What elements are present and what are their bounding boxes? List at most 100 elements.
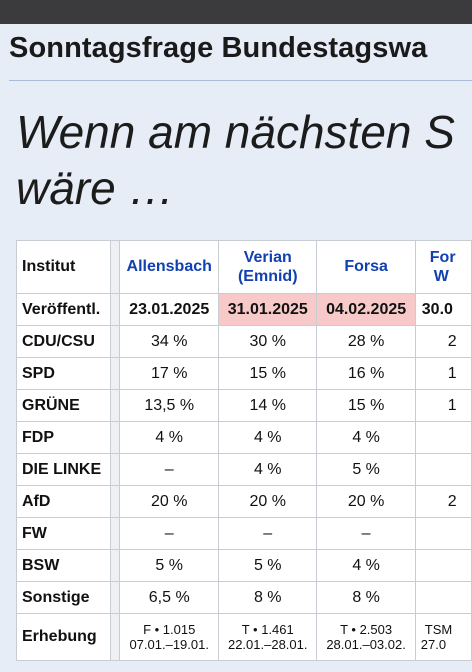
- institute-link-fgw-sub[interactable]: W: [433, 268, 449, 285]
- table-row: FDP 4 % 4 % 4 %: [16, 421, 472, 454]
- poll-value: –: [316, 517, 416, 550]
- table-row: SPD 17 % 15 % 16 % 1: [16, 357, 472, 390]
- poll-value: 2: [414, 485, 472, 518]
- institute-link-allensbach[interactable]: Allensbach: [126, 258, 212, 275]
- poll-value: 6,5 %: [119, 581, 220, 614]
- survey-method-size: F • 1.015: [143, 622, 196, 637]
- header-institut: Institut: [16, 240, 111, 294]
- poll-value: –: [119, 517, 220, 550]
- separator-cell: [109, 240, 121, 294]
- poll-value: 15 %: [218, 357, 318, 390]
- poll-value: 5 %: [316, 453, 416, 486]
- institute-link-forsa[interactable]: Forsa: [344, 258, 388, 275]
- poll-value: 34 %: [119, 325, 220, 358]
- separator-cell: [109, 357, 121, 390]
- table-row: BSW 5 % 5 % 4 %: [16, 549, 472, 582]
- poll-value: 4 %: [119, 421, 220, 454]
- survey-period: 28.01.–03.02.: [326, 637, 406, 652]
- separator-cell: [109, 581, 121, 614]
- poll-value: 16 %: [316, 357, 416, 390]
- poll-value: 15 %: [316, 389, 416, 422]
- survey-period: 07.01.–19.01.: [129, 637, 209, 652]
- poll-value: 4 %: [316, 549, 416, 582]
- survey-method-size: T • 2.503: [340, 622, 393, 637]
- poll-value: 4 %: [218, 453, 318, 486]
- header-verian[interactable]: Verian (Emnid): [218, 240, 318, 294]
- published-date-highlighted: 31.01.2025: [218, 293, 318, 326]
- headline-line-2: wäre …: [16, 162, 175, 214]
- poll-value: [414, 421, 472, 454]
- poll-value: 4 %: [316, 421, 416, 454]
- headline-line-1: Wenn am nächsten S: [16, 106, 455, 158]
- poll-value: [414, 581, 472, 614]
- table-row: GRÜNE 13,5 % 14 % 15 % 1: [16, 389, 472, 422]
- published-date: 30.0: [414, 293, 472, 326]
- header-fgw[interactable]: For W: [414, 240, 472, 294]
- party-label: DIE LINKE: [16, 453, 111, 486]
- status-bar: [0, 0, 472, 24]
- poll-value: 13,5 %: [119, 389, 220, 422]
- poll-value: 20 %: [119, 485, 220, 518]
- table-row: Sonstige 6,5 % 8 % 8 %: [16, 581, 472, 614]
- party-label: AfD: [16, 485, 111, 518]
- survey-cell: T • 2.503 28.01.–03.02.: [316, 613, 416, 661]
- headline: Wenn am nächsten S wäre …: [16, 104, 455, 216]
- separator-cell: [109, 389, 121, 422]
- table-row-published: Veröffentl. 23.01.2025 31.01.2025 04.02.…: [16, 293, 472, 326]
- header-forsa[interactable]: Forsa: [316, 240, 416, 294]
- separator-cell: [109, 325, 121, 358]
- separator-cell: [109, 549, 121, 582]
- poll-value: 5 %: [119, 549, 220, 582]
- survey-cell: F • 1.015 07.01.–19.01.: [119, 613, 220, 661]
- separator-cell: [109, 613, 121, 661]
- poll-value: 2: [414, 325, 472, 358]
- page-title: Sonntagsfrage Bundestagswa: [9, 32, 428, 64]
- row-label-published: Veröffentl.: [16, 293, 111, 326]
- separator-cell: [109, 293, 121, 326]
- poll-value: 1: [414, 357, 472, 390]
- separator-cell: [109, 485, 121, 518]
- table-row: DIE LINKE – 4 % 5 %: [16, 453, 472, 486]
- table-header-row: Institut Allensbach Verian (Emnid) Forsa …: [16, 240, 472, 294]
- party-label: SPD: [16, 357, 111, 390]
- party-label: CDU/CSU: [16, 325, 111, 358]
- poll-value: 4 %: [218, 421, 318, 454]
- institute-link-fgw[interactable]: For: [429, 249, 456, 266]
- poll-value: 20 %: [316, 485, 416, 518]
- title-divider: [9, 80, 472, 81]
- poll-value: 8 %: [218, 581, 318, 614]
- poll-value: 30 %: [218, 325, 318, 358]
- poll-value: 5 %: [218, 549, 318, 582]
- published-date: 23.01.2025: [119, 293, 220, 326]
- poll-value: 8 %: [316, 581, 416, 614]
- published-date-highlighted: 04.02.2025: [316, 293, 416, 326]
- header-allensbach[interactable]: Allensbach: [119, 240, 220, 294]
- institute-link-verian[interactable]: Verian: [243, 249, 292, 266]
- table-row-survey: Erhebung F • 1.015 07.01.–19.01. T • 1.46…: [16, 613, 472, 661]
- survey-cell: TSM 27.0: [414, 613, 472, 661]
- table-row: FW – – –: [16, 517, 472, 550]
- poll-value: [414, 549, 472, 582]
- separator-cell: [109, 421, 121, 454]
- survey-period: 27.0: [420, 637, 447, 652]
- survey-period: 22.01.–28.01.: [227, 637, 308, 652]
- institute-link-verian-sub[interactable]: (Emnid): [237, 268, 298, 285]
- party-label: BSW: [16, 549, 111, 582]
- poll-value: –: [119, 453, 220, 486]
- poll-table: Institut Allensbach Verian (Emnid) Forsa …: [16, 240, 472, 661]
- survey-cell: T • 1.461 22.01.–28.01.: [218, 613, 318, 661]
- poll-value: 1: [414, 389, 472, 422]
- poll-value: [414, 453, 472, 486]
- table-row: CDU/CSU 34 % 30 % 28 % 2: [16, 325, 472, 358]
- poll-value: 17 %: [119, 357, 220, 390]
- party-label: Sonstige: [16, 581, 111, 614]
- party-label: FW: [16, 517, 111, 550]
- table-row: AfD 20 % 20 % 20 % 2: [16, 485, 472, 518]
- poll-value: 20 %: [218, 485, 318, 518]
- survey-method-size: T • 1.461: [241, 622, 294, 637]
- poll-value: [414, 517, 472, 550]
- separator-cell: [109, 453, 121, 486]
- poll-value: 28 %: [316, 325, 416, 358]
- separator-cell: [109, 517, 121, 550]
- poll-value: 14 %: [218, 389, 318, 422]
